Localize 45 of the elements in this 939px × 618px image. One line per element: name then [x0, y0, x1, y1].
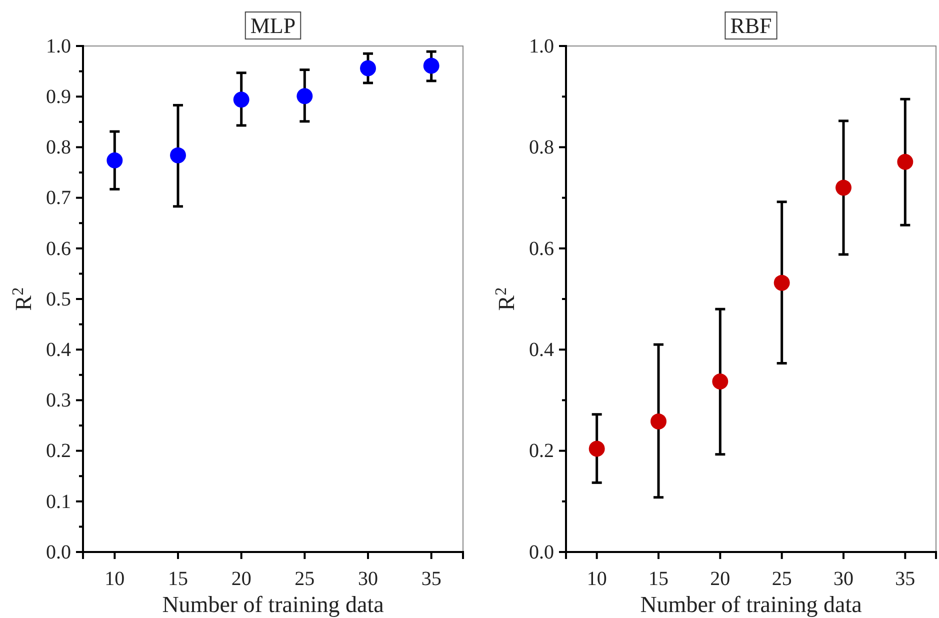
point — [774, 274, 790, 291]
point — [836, 180, 852, 196]
y-tick-label: 0.9 — [46, 86, 71, 108]
point — [106, 152, 123, 168]
x-tick-label: 35 — [421, 568, 442, 590]
y-tick-label: 0.4 — [529, 339, 554, 361]
y-tick-label: 0.1 — [46, 490, 71, 513]
y-tick-label: 0.8 — [46, 136, 71, 159]
y-tick-label: 0.3 — [46, 390, 71, 412]
x-tick-label: 15 — [648, 568, 668, 590]
x-tick-label: 15 — [168, 568, 188, 590]
point — [588, 440, 605, 457]
x-tick-label: 20 — [710, 568, 730, 590]
x-tick-label: 25 — [772, 568, 792, 590]
y-tick-label: 0.5 — [46, 288, 71, 310]
point — [296, 88, 313, 104]
x-tick-label: 25 — [294, 568, 315, 590]
x-tick-label: 10 — [104, 568, 125, 590]
x-axis-title: Number of training data — [640, 592, 862, 617]
x-axis-title: Number of training data — [162, 592, 384, 617]
y-tick-label: 0.0 — [46, 541, 71, 564]
y-tick-label: 0.6 — [46, 238, 71, 260]
x-tick-label: 30 — [358, 568, 378, 590]
x-tick-label: 20 — [231, 568, 252, 590]
point — [423, 58, 440, 74]
y-tick-label: 1.0 — [529, 35, 554, 58]
y-tick-label: 1.0 — [46, 35, 71, 58]
y-tick-label: 0.0 — [529, 541, 554, 564]
x-tick-label: 10 — [586, 568, 607, 590]
y-tick-label: 0.2 — [46, 440, 71, 462]
point — [712, 374, 728, 390]
x-tick-label: 35 — [895, 568, 916, 590]
y-tick-label: 0.6 — [529, 238, 554, 260]
x-tick-label: 30 — [834, 568, 854, 590]
y-tick-label: 0.8 — [529, 136, 554, 159]
point — [170, 147, 186, 164]
y-tick-label: 0.2 — [529, 440, 554, 462]
chart-title: RBF — [730, 13, 772, 38]
point — [650, 413, 666, 430]
point — [897, 154, 914, 170]
y-tick-label: 0.7 — [46, 187, 71, 210]
point — [360, 60, 376, 76]
chart-title: MLP — [250, 13, 296, 38]
y-tick-label: 0.4 — [46, 339, 71, 361]
point — [233, 92, 250, 108]
